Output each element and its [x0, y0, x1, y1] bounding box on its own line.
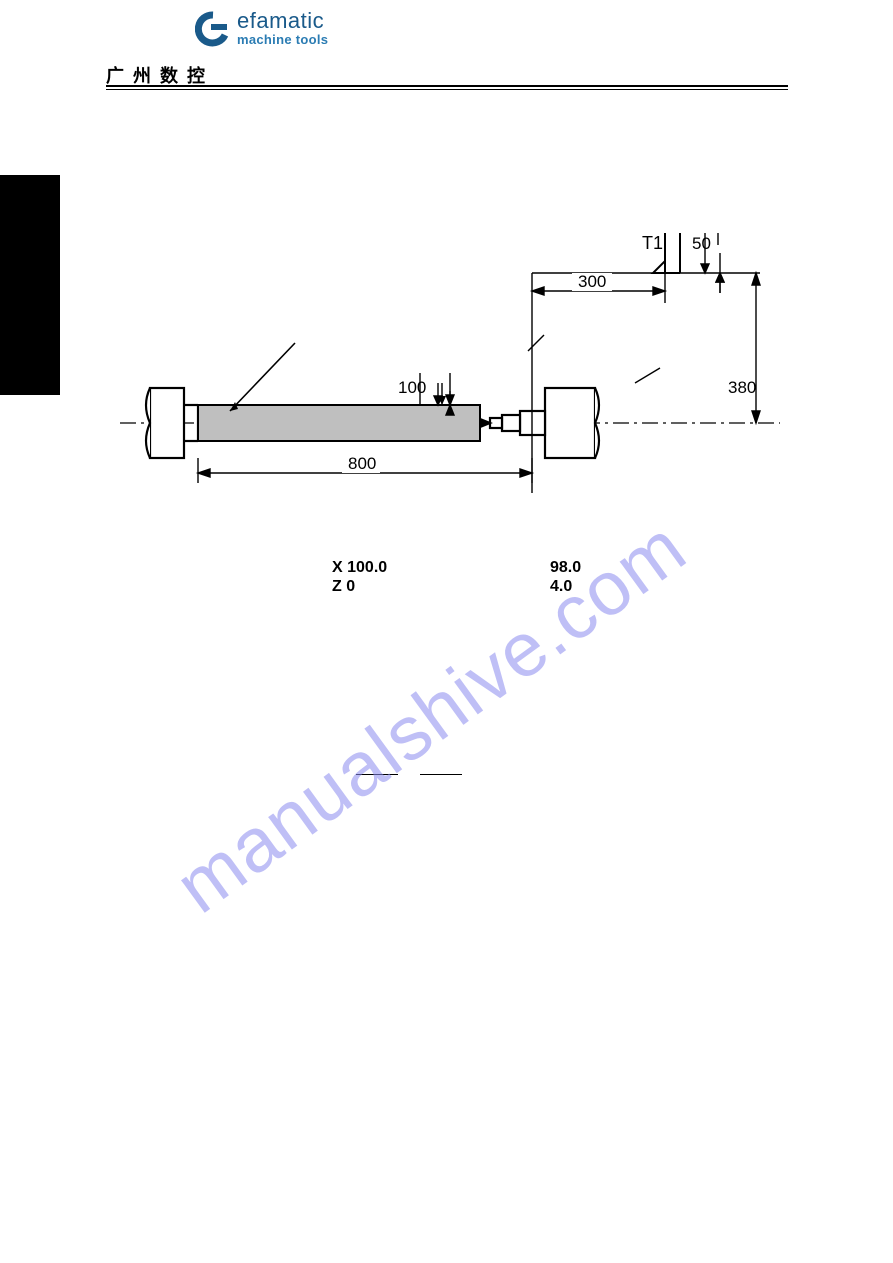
dim-300-label-2: 300: [578, 272, 606, 291]
brand-logo: efamatic machine tools: [195, 10, 328, 47]
logo-subtitle-text: machine tools: [237, 32, 328, 47]
header-rule: [106, 85, 788, 90]
logo-brand-text: efamatic: [237, 10, 328, 32]
underline-2: [420, 774, 462, 775]
dim-100-label: 100: [398, 378, 426, 397]
value-z-left: Z 0: [332, 577, 550, 596]
tool-label: T1: [642, 233, 663, 253]
dim-50-label: 50: [692, 234, 711, 253]
technical-diagram: 100 800 800 T1 5: [120, 233, 780, 538]
dim-380-label: 380: [728, 378, 756, 397]
dim-800-label-top: 800: [348, 454, 376, 473]
underline-pair: [356, 774, 462, 775]
value-z-right: 4.0: [550, 577, 572, 596]
underline-1: [356, 774, 398, 775]
logo-mark-icon: [195, 11, 231, 47]
coordinate-values: X 100.0 98.0 Z 0 4.0: [332, 558, 581, 596]
value-x-left: X 100.0: [332, 558, 550, 577]
side-tab: [0, 175, 60, 395]
value-x-right: 98.0: [550, 558, 581, 577]
watermark-layer: manualshive.com: [0, 0, 893, 1263]
